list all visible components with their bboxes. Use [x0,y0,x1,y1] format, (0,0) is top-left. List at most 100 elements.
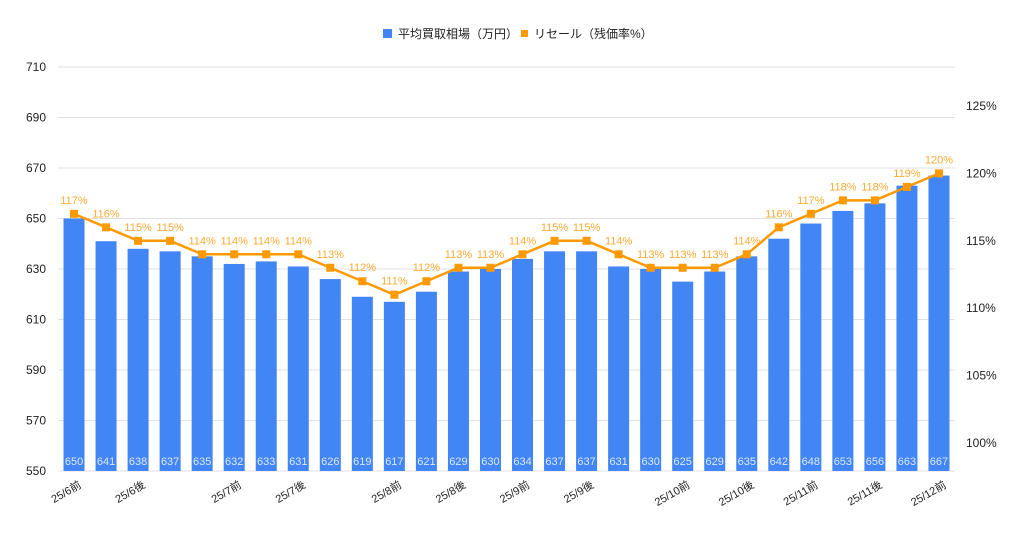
bar: 667 [928,175,950,471]
line-value-label: 117% [797,195,825,207]
bar-rect [127,248,149,471]
bar: 621 [415,291,437,471]
bar: 631 [608,266,630,471]
bar-rect [608,266,630,471]
bar-value-label: 641 [97,456,115,468]
bar-rect [95,241,117,471]
right-axis: 100% 105% 110% 115% 120% 125% [966,99,997,450]
bar: 656 [864,203,886,471]
bar: 635 [191,256,213,471]
x-axis-tick-label: 25/8後 [433,477,468,505]
right-axis-tick-label: 105% [966,369,997,383]
bar-rect [544,251,566,471]
bar-value-label: 635 [193,456,211,468]
bar-value-label: 632 [225,456,243,468]
bar-value-label: 631 [609,456,627,468]
line-value-label: 113% [445,249,473,261]
line-marker [134,236,143,245]
bar: 625 [672,281,694,471]
bar-value-label: 617 [385,456,403,468]
line-marker [742,250,751,259]
x-axis-tick-label: 25/10後 [716,477,756,508]
line-value-label: 111% [381,276,408,288]
line-marker [230,250,239,259]
bar: 630 [640,269,662,471]
bar-value-label: 630 [641,456,659,468]
x-axis-tick-label: 25/11後 [845,477,885,508]
x-axis-tick-label: 25/6前 [48,477,83,505]
line-marker [550,236,559,245]
x-axis: 25/6前 25/6後 25/7前 25/7後 25/8前 25/8後 25/9前 25/9後… [48,477,948,508]
bar-value-label: 653 [834,456,852,468]
line-series: 117% 116% 115% 115% 114% 114% 114% 114% 113% 112%… [60,154,953,299]
line-value-label: 118% [861,181,889,193]
line-value-label: 112% [413,262,441,274]
line-marker [486,263,495,272]
line-marker [102,223,111,232]
bar-value-label: 621 [417,456,435,468]
line-marker [806,209,815,218]
bar: 637 [159,251,181,471]
line-value-label: 114% [285,235,313,247]
bar-rect [928,175,950,471]
bar-value-label: 635 [738,456,756,468]
left-axis-tick-label: 690 [26,111,46,125]
bar-rect [255,261,277,471]
legend: 平均買取相場（万円） リセール（残価率%） [383,26,653,41]
line-value-label: 115% [124,222,152,234]
line-value-label: 114% [733,235,761,247]
line-value-label: 113% [317,249,345,261]
line-marker [294,250,303,259]
bar-value-label: 634 [513,456,531,468]
line-marker [262,250,271,259]
bar: 629 [704,271,726,471]
bar-value-label: 630 [481,456,499,468]
x-axis-tick-label: 25/11前 [781,477,821,508]
line-value-label: 115% [573,222,601,234]
right-axis-tick-label: 110% [966,301,996,315]
bar: 634 [512,258,534,471]
bar-value-label: 619 [353,456,371,468]
line-marker [934,169,943,178]
left-axis-tick-label: 710 [26,60,46,74]
line-marker [422,277,431,286]
x-axis-tick-label: 25/9後 [561,477,596,505]
bar: 641 [95,241,117,471]
bar-value-label: 637 [161,456,179,468]
line-value-label: 118% [829,181,857,193]
line-marker [454,263,463,272]
bar-value-label: 663 [898,456,916,468]
bar-value-label: 626 [321,456,339,468]
bar-rect [223,263,245,471]
bar: 663 [896,185,918,472]
bar-rect [479,269,501,471]
bar-value-label: 629 [449,456,467,468]
bar-rect [351,296,373,471]
bar-rect [287,266,309,471]
line-marker [326,263,335,272]
x-axis-tick-label: 25/12前 [908,477,948,508]
line-value-label: 114% [188,235,216,247]
bar-rect [832,210,854,472]
bar-rect [191,256,213,471]
bar-rect [704,271,726,471]
left-axis-tick-label: 670 [26,161,46,175]
x-axis-tick-label: 25/9前 [497,477,532,505]
bar: 631 [287,266,309,471]
bar-rect [576,251,598,471]
bar-rect [864,203,886,471]
legend-bar-label: 平均買取相場（万円） [398,27,518,41]
line-value-label: 113% [701,249,729,261]
line-marker [198,250,207,259]
line-marker [614,250,623,259]
right-axis-tick-label: 120% [966,166,997,180]
right-axis-tick-label: 125% [966,99,997,113]
resale-line [73,172,940,297]
bar-value-label: 633 [257,456,275,468]
bar: 619 [351,296,373,471]
bar: 650 [63,218,85,471]
bar-value-label: 642 [770,456,788,468]
line-value-label: 116% [92,208,120,220]
bar: 629 [447,271,469,471]
